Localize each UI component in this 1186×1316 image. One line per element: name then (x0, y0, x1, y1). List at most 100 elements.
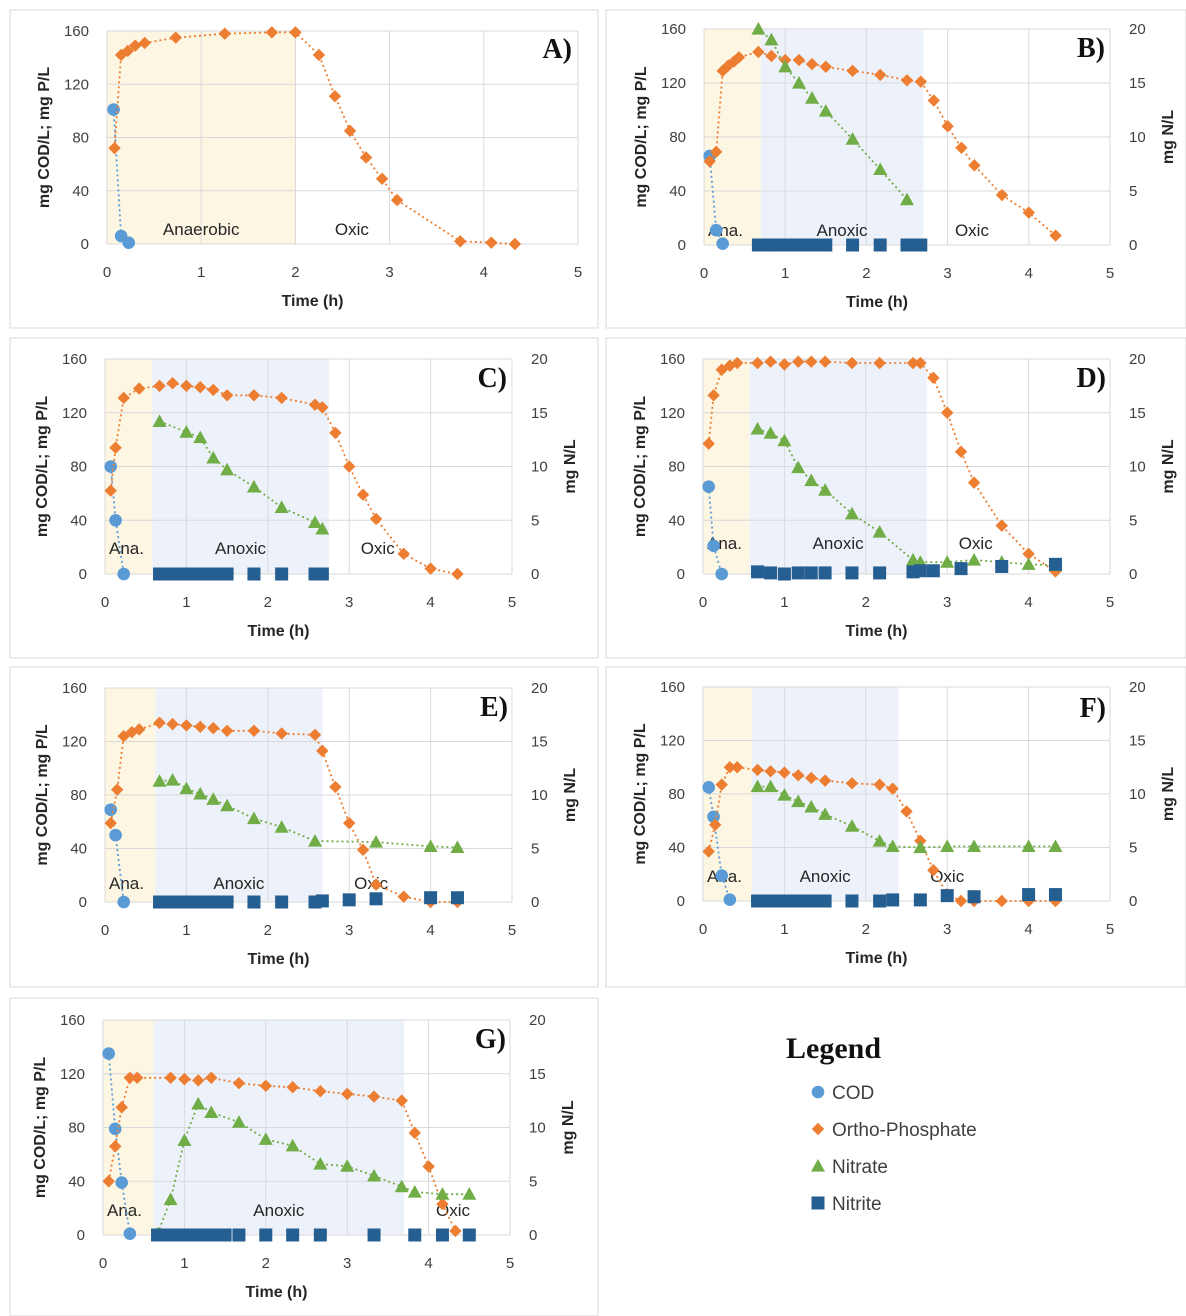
x-tick-label: 2 (264, 922, 272, 939)
series-nitrate (152, 773, 465, 854)
point-nitrate (193, 430, 208, 444)
series-cod (107, 103, 135, 249)
point-nitrite (873, 894, 887, 908)
point-nitrite (247, 895, 261, 909)
point-phosphate (995, 519, 1008, 532)
point-phosphate (132, 382, 146, 395)
point-nitrate (204, 1105, 219, 1119)
point-nitrate (177, 1133, 192, 1146)
x-tick-label: 2 (862, 265, 870, 282)
phase-label-anoxic: Anoxic (213, 874, 265, 893)
point-phosphate (343, 124, 357, 138)
point-phosphate (886, 782, 899, 795)
panel-letter: B) (1077, 33, 1105, 64)
point-phosphate (805, 355, 818, 368)
point-phosphate (194, 720, 207, 733)
series-nitrite (151, 1228, 476, 1242)
trend-line-cod (107, 1053, 131, 1234)
point-phosphate (395, 1094, 408, 1107)
y-left-tick-label: 40 (70, 512, 87, 529)
point-phosphate (117, 729, 130, 743)
point-nitrite (819, 238, 833, 252)
point-nitrate (900, 192, 914, 206)
point-phosphate (220, 389, 234, 402)
panel-letter: E) (480, 692, 508, 723)
point-phosphate (422, 1160, 435, 1173)
point-phosphate (308, 728, 322, 742)
point-cod (716, 237, 729, 250)
y-right-tick-label: 5 (531, 841, 539, 858)
y-left-tick-label: 80 (70, 459, 87, 476)
y-right-axis-title: mg N/L (562, 439, 579, 493)
point-nitrate (750, 779, 765, 793)
point-phosphate (178, 1072, 191, 1086)
y-right-axis-title: mg N/L (1160, 439, 1177, 493)
point-nitrite (940, 889, 954, 903)
point-nitrate (394, 1179, 409, 1193)
point-phosphate (232, 1076, 246, 1090)
point-phosphate (995, 188, 1009, 202)
x-tick-label: 0 (101, 922, 109, 939)
y-left-tick-label: 40 (68, 1173, 85, 1190)
point-nitrite (232, 1228, 246, 1242)
point-nitrate (206, 792, 221, 805)
point-phosphate (818, 774, 832, 787)
y-left-tick-label: 160 (660, 351, 685, 368)
point-phosphate (436, 1197, 449, 1211)
point-nitrate (792, 76, 807, 89)
x-tick-label: 4 (480, 264, 488, 281)
x-tick-label: 0 (103, 264, 111, 281)
point-phosphate (715, 363, 728, 376)
point-nitrate (818, 104, 833, 117)
point-nitrite (845, 566, 859, 580)
y-left-tick-label: 40 (70, 841, 87, 858)
y-left-tick-label: 160 (62, 680, 87, 697)
y-left-tick-label: 120 (60, 1066, 85, 1083)
point-nitrate (751, 22, 766, 35)
point-phosphate (874, 68, 887, 82)
point-phosphate (207, 721, 220, 735)
point-phosphate (343, 816, 356, 830)
point-phosphate (328, 90, 342, 103)
y-right-axis-title: mg N/L (562, 768, 579, 822)
point-phosphate (715, 778, 728, 791)
point-phosphate (367, 1090, 381, 1103)
x-tick-label: 1 (180, 1255, 188, 1272)
point-phosphate (792, 53, 806, 67)
point-phosphate (286, 1080, 299, 1094)
y-left-tick-label: 0 (77, 1227, 85, 1244)
legend: Legend COD Ortho-Phosphate Nitrate Nitrite (786, 1032, 977, 1215)
x-axis-title: Time (h) (846, 950, 908, 967)
point-phosphate (108, 141, 121, 155)
point-cod (109, 513, 122, 527)
point-phosphate (846, 64, 859, 78)
point-phosphate (451, 567, 464, 581)
y-left-tick-label: 120 (660, 733, 685, 750)
point-phosphate (955, 141, 968, 154)
point-phosphate (927, 94, 940, 107)
series-nitrate (750, 779, 1063, 854)
point-phosphate (927, 371, 940, 385)
point-nitrite (220, 567, 234, 581)
point-nitrate (435, 1187, 450, 1200)
y-left-tick-label: 80 (668, 786, 685, 803)
point-phosphate (359, 151, 373, 164)
point-phosphate (390, 193, 404, 207)
point-phosphate (927, 864, 940, 877)
point-phosphate (764, 355, 777, 368)
x-tick-label: 1 (197, 264, 205, 281)
point-nitrite (220, 895, 234, 909)
y-right-axis-title: mg N/L (560, 1100, 577, 1154)
point-phosphate (995, 894, 1008, 908)
point-phosphate (115, 1101, 128, 1114)
point-cod (117, 567, 131, 581)
y-left-axis-title: mg COD/L; mg P/L (34, 396, 51, 538)
y-left-axis-title: mg COD/L; mg P/L (36, 67, 53, 209)
panel-a: 0 1 2 3 4 5 0 40 80 120 160 Time (h) mg COD/L; mg P/… (9, 9, 599, 329)
point-nitrite (286, 1228, 300, 1242)
point-phosphate (275, 391, 288, 405)
point-nitrate (791, 460, 806, 474)
x-axis-title: Time (h) (248, 623, 310, 640)
